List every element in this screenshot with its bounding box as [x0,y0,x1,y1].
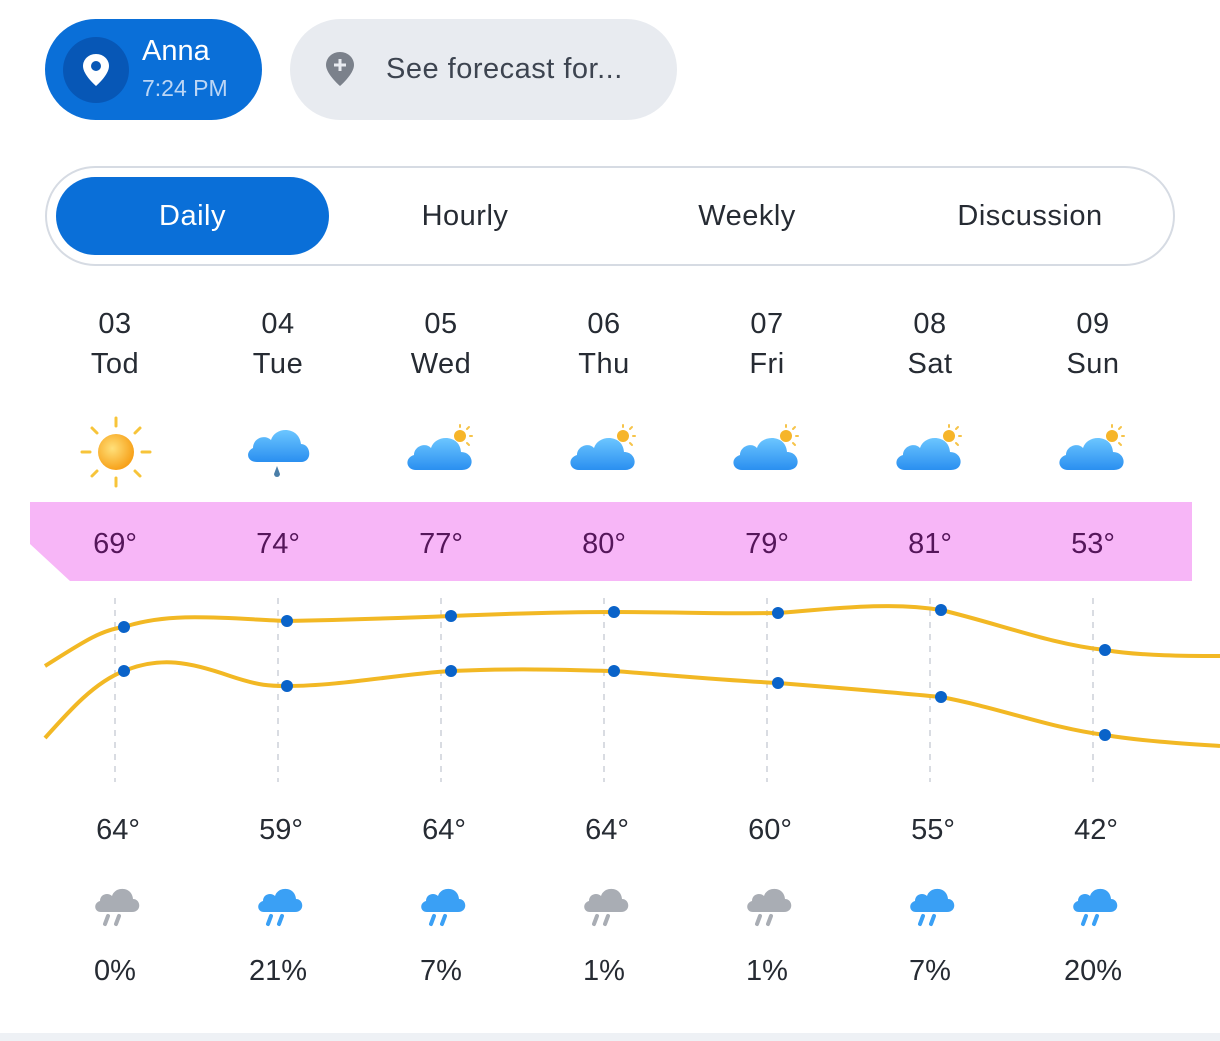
low-temp-curve [43,660,1220,748]
partly-cloudy-icon [570,424,636,470]
low-temp-point [772,677,784,689]
high-temp-point [118,621,130,633]
rain-gray-icon [95,888,140,926]
precip-chance: 20% [1063,955,1123,987]
rain-blue-icon [421,888,466,926]
high-temp-curve [43,604,1220,668]
day-weekday: Sun [1066,348,1120,380]
precip-chance: 7% [909,955,951,987]
location-time: 7:24 PM [142,75,228,101]
partly-cloudy-icon [896,424,962,470]
high-temp-point [1099,644,1111,656]
precip-chance: 7% [420,955,462,987]
low-temp-point [118,665,130,677]
search-placeholder: See forecast for... [386,53,623,85]
precip-chance: 21% [248,955,308,987]
location-name: Anna [142,35,210,67]
low-temp-point [1099,729,1111,741]
high-temp: 81° [908,528,952,560]
tab-daily[interactable]: Daily [56,177,329,255]
temperature-trend-chart [43,598,1220,782]
forecast-tabs: Daily Hourly Weekly Discussion [45,166,1175,266]
precip-chance: 1% [746,955,788,987]
rain-blue-icon [910,888,955,926]
cloud-drizzle-icon [248,429,310,477]
day-weekday: Fri [749,348,785,380]
low-temp: 60° [748,814,792,846]
day-weekday: Wed [410,348,472,380]
rain-blue-icon [1073,888,1118,926]
current-location-button[interactable]: Anna 7:24 PM [45,19,262,120]
day-date: 05 [424,308,458,340]
low-temp-point [281,680,293,692]
low-temp: 42° [1074,814,1118,846]
high-temp: 74° [256,528,300,560]
precip-chance: 0% [94,955,136,987]
high-temp: 77° [419,528,463,560]
partly-cloudy-icon [733,424,799,470]
high-temp: 53° [1071,528,1115,560]
bottom-divider [0,1033,1220,1041]
location-pin-icon [63,37,129,103]
day-date: 07 [750,308,784,340]
tab-weekly[interactable]: Weekly [698,200,796,232]
rain-blue-icon [258,888,303,926]
partly-cloudy-icon [407,424,473,470]
day-date: 09 [1076,308,1110,340]
high-temp-point [281,615,293,627]
day-date: 08 [913,308,947,340]
low-temp: 55° [911,814,955,846]
low-temp: 64° [585,814,629,846]
high-temp: 80° [582,528,626,560]
high-temp-point [445,610,457,622]
day-gridlines [114,598,1094,782]
rain-gray-icon [747,888,792,926]
day-weekday: Tue [252,348,304,380]
tab-hourly[interactable]: Hourly [421,200,509,232]
high-temp: 69° [93,528,137,560]
low-temp: 59° [259,814,303,846]
high-temperature-band [30,502,1192,581]
day-weekday: Sat [907,348,953,380]
low-temp: 64° [422,814,466,846]
add-location-icon [326,52,354,86]
low-temp-point [445,665,457,677]
high-temp-point [935,604,947,616]
day-date: 06 [587,308,621,340]
sunny-icon [80,416,152,488]
low-temp: 64° [96,814,140,846]
partly-cloudy-icon [1059,424,1125,470]
high-temp-point [772,607,784,619]
precip-chance: 1% [583,955,625,987]
low-temp-point [608,665,620,677]
low-temp-point [935,691,947,703]
tab-discussion[interactable]: Discussion [957,200,1103,232]
high-temp-point [608,606,620,618]
rain-gray-icon [584,888,629,926]
day-weekday: Thu [578,348,630,380]
high-temp: 79° [745,528,789,560]
day-date: 04 [261,308,295,340]
day-weekday: Tod [90,348,140,380]
day-date: 03 [98,308,132,340]
see-forecast-for-button[interactable]: See forecast for... [290,19,677,120]
